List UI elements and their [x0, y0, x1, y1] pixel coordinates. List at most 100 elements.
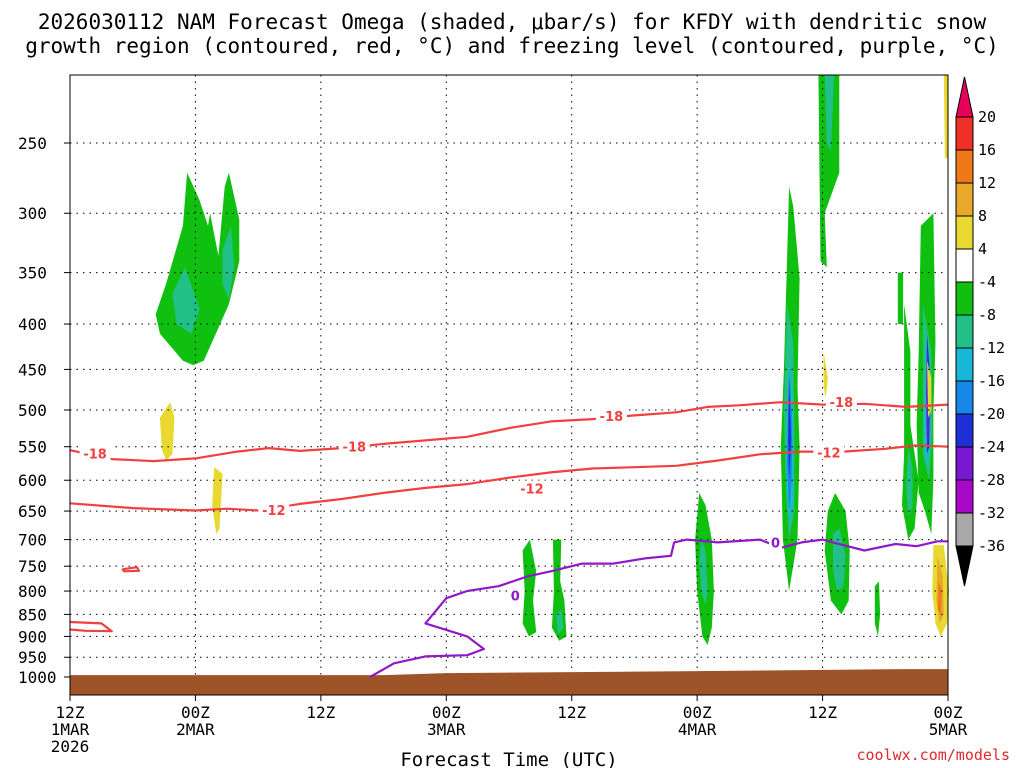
omega-area-3 — [818, 75, 840, 268]
credit-text[interactable]: coolwx.com/models — [856, 746, 1010, 764]
contour-snow-growth-small-loop — [69, 620, 113, 633]
omega-area-33 — [927, 360, 932, 418]
omega-area-30 — [159, 402, 175, 461]
x-tick-label-36-0: 00Z — [432, 703, 461, 722]
colorbar-box-7 — [955, 314, 974, 349]
colorbar-label-12: -32 — [978, 504, 1005, 522]
contour-freezing-level-zero — [369, 538, 948, 678]
colorbar-top-triangle — [955, 76, 974, 118]
omega-area-29 — [938, 581, 942, 615]
y-tick-label-800: 800 — [18, 582, 47, 601]
x-tick-label-60-0: 00Z — [683, 703, 712, 722]
colorbar-box-13 — [955, 512, 974, 547]
contour-label-snow-growth-minus18-3: -18 — [830, 396, 854, 411]
colorbar-label-13: -36 — [978, 537, 1005, 555]
colorbar-label-1: 16 — [978, 141, 996, 159]
colorbar-label-3: 8 — [978, 207, 987, 225]
contour-label-freezing-level-zero-1: 0 — [771, 536, 780, 551]
omega-area-31 — [212, 467, 223, 535]
contour-label-freezing-level-zero-0: 0 — [511, 589, 520, 604]
contour-label-bg-snow-growth-minus12-2 — [813, 444, 845, 460]
y-tick-label-250: 250 — [18, 134, 47, 153]
x-tick-label-12-0: 00Z — [181, 703, 210, 722]
y-tick-label-400: 400 — [18, 315, 47, 334]
y-tick-label-300: 300 — [18, 204, 47, 223]
contour-label-snow-growth-minus12-0: -12 — [262, 504, 286, 519]
contour-label-snow-growth-minus18-1: -18 — [343, 441, 367, 456]
x-tick-label-24-0: 12Z — [306, 703, 335, 722]
omega-area-22 — [874, 581, 881, 637]
y-tick-label-750: 750 — [18, 557, 47, 576]
x-tick-label-0-2: 2026 — [51, 737, 90, 756]
contour-lines: -18 -18 -18 -18 -12 -12 -12 0 0 — [69, 394, 949, 678]
x-tick-label-12-1: 2MAR — [176, 720, 215, 739]
y-tick-label-700: 700 — [18, 531, 47, 550]
colorbar-bottom-triangle — [955, 545, 974, 587]
omega-area-11 — [699, 539, 708, 606]
colorbar-box-10 — [955, 413, 974, 448]
colorbar-label-10: -24 — [978, 438, 1005, 456]
y-tick-label-850: 850 — [18, 605, 47, 624]
x-axis-title: Forecast Time (UTC) — [400, 749, 617, 768]
omega-area-21 — [897, 272, 904, 324]
omega-area-25 — [556, 609, 564, 635]
omega-shaded-areas — [155, 75, 949, 645]
colorbar-box-12 — [955, 479, 974, 514]
contour-label-snow-growth-minus12-2: -12 — [817, 446, 841, 461]
colorbar-box-3 — [955, 182, 974, 217]
y-tick-label-450: 450 — [18, 360, 47, 379]
y-tick-label-900: 900 — [18, 627, 47, 646]
colorbar-box-5 — [955, 248, 974, 283]
x-tick-label-36-1: 3MAR — [427, 720, 466, 739]
contour-label-bg-snow-growth-minus18-1 — [338, 438, 370, 454]
contour-label-bg-snow-growth-minus18-2 — [595, 408, 627, 424]
colorbar-label-8: -16 — [978, 372, 1005, 390]
x-tick-label-60-1: 4MAR — [678, 720, 717, 739]
ground-terrain — [70, 669, 948, 695]
omega-area-4 — [824, 75, 835, 151]
colorbar-box-2 — [955, 149, 974, 184]
colorbar-box-6 — [955, 281, 974, 316]
chart-title-line-2: growth region (contoured, red, °C) and f… — [25, 34, 999, 58]
contour-label-bg-snow-growth-minus12-0 — [258, 501, 290, 517]
colorbar-label-7: -12 — [978, 339, 1005, 357]
y-tick-label-600: 600 — [18, 471, 47, 490]
colorbar-label-6: -8 — [978, 306, 996, 324]
colorbar-box-4 — [955, 215, 974, 250]
omega-area-32 — [823, 351, 828, 399]
chart-title-line-1: 2026030112 NAM Forecast Omega (shaded, μ… — [38, 10, 987, 34]
colorbar-box-1 — [955, 116, 974, 151]
omega-area-23 — [522, 539, 537, 637]
contour-label-snow-growth-minus12-1: -12 — [520, 482, 544, 497]
y-tick-label-650: 650 — [18, 502, 47, 521]
omega-area-2 — [222, 225, 235, 300]
colorbar: 20 16 12 8 4 -4 -8 -12 -16 -20 -24 -28 -32 -36 — [955, 76, 1005, 587]
plot-frame — [69, 74, 949, 696]
contour-label-bg-snow-growth-minus18-3 — [825, 394, 857, 410]
y-tick-label-1000: 1000 — [18, 668, 57, 687]
colorbar-box-9 — [955, 380, 974, 415]
omega-area-24 — [551, 539, 567, 641]
contour-label-bg-freezing-level-zero-1 — [769, 534, 783, 550]
y-tick-label-950: 950 — [18, 648, 47, 667]
y-tick-label-350: 350 — [18, 264, 47, 283]
colorbar-label-2: 12 — [978, 174, 996, 192]
x-tick-label-0-1: 1MAR — [51, 720, 90, 739]
contour-label-snow-growth-minus18-2: -18 — [600, 410, 624, 425]
contour-label-bg-snow-growth-minus12-1 — [516, 480, 548, 496]
ground-surface — [70, 669, 948, 695]
colorbar-box-11 — [955, 446, 974, 481]
x-tick-label-72-0: 12Z — [808, 703, 837, 722]
x-tick-label-48-0: 12Z — [557, 703, 586, 722]
colorbar-label-5: -4 — [978, 273, 996, 291]
omega-area-19 — [902, 304, 919, 540]
y-axis-pressure: 250 300 350 400 450 500 550 600 650 700 750 800 850 9… — [18, 134, 70, 687]
x-tick-label-84-1: 5MAR — [929, 720, 968, 739]
colorbar-label-9: -20 — [978, 405, 1005, 423]
colorbar-box-8 — [955, 347, 974, 382]
y-tick-label-550: 550 — [18, 438, 47, 457]
omega-area-1 — [172, 267, 200, 334]
contour-label-bg-freezing-level-zero-0 — [508, 587, 522, 603]
